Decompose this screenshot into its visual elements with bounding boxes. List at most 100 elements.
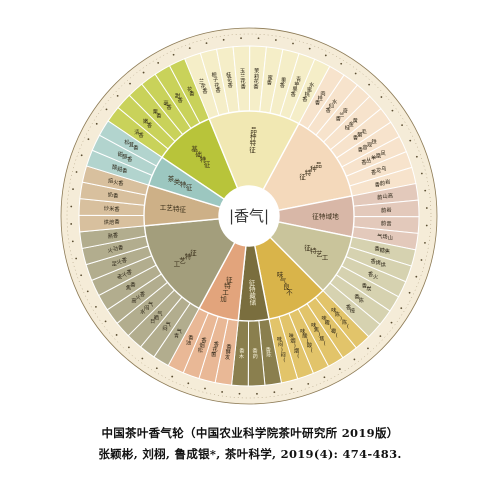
- leaf-label: 日晒气: [150, 309, 162, 325]
- svg-text:香: 香: [214, 340, 219, 348]
- svg-text:(: (: [336, 332, 338, 339]
- svg-text:特: 特: [249, 284, 256, 293]
- leaf-label: 岩韵: [381, 206, 392, 214]
- svg-text:米: 米: [109, 204, 115, 212]
- svg-text:奇: 奇: [343, 106, 348, 114]
- leaf-label: 焦香: [126, 281, 136, 292]
- outer-ring-marker: [274, 39, 277, 41]
- svg-text:霉: 霉: [325, 319, 330, 326]
- outer-ring-marker: [257, 37, 260, 40]
- svg-text:糖: 糖: [380, 246, 385, 254]
- svg-text:焙: 焙: [109, 218, 114, 226]
- leaf-label: 岩韵香: [375, 178, 391, 189]
- svg-text:特: 特: [185, 252, 192, 261]
- outer-ring-marker: [408, 291, 411, 294]
- svg-text:香: 香: [336, 114, 341, 122]
- svg-text:): ): [329, 324, 331, 331]
- leaf-label: 油香: [186, 333, 193, 346]
- svg-text:气: 气: [148, 300, 153, 308]
- svg-text:花: 花: [187, 85, 192, 93]
- leaf-label: 木香: [239, 346, 245, 359]
- svg-text:特: 特: [305, 168, 312, 177]
- svg-text:兰: 兰: [339, 110, 344, 118]
- leaf-label: 栗香: [153, 109, 162, 120]
- svg-text:丛: 丛: [366, 156, 371, 164]
- svg-text:焦: 焦: [319, 335, 324, 343]
- outer-ring-marker: [204, 387, 206, 390]
- leaf-label: 高火香: [131, 290, 145, 304]
- caption-title: 中国茶叶香气轮（中国农业科学院茶叶研究所 2019版）: [101, 426, 399, 440]
- svg-text:高: 高: [388, 191, 393, 199]
- leaf-label: 乌龙香: [371, 164, 386, 176]
- svg-text:香: 香: [371, 257, 376, 265]
- svg-text:功: 功: [113, 245, 118, 253]
- outer-ring-marker: [171, 375, 174, 378]
- svg-text:特: 特: [310, 246, 317, 255]
- svg-text:藏: 藏: [249, 291, 256, 300]
- leaf-label: 炒米香: [104, 204, 120, 212]
- svg-text:香: 香: [368, 270, 373, 278]
- svg-text:艺: 艺: [316, 250, 323, 258]
- outer-ring-marker: [390, 321, 393, 324]
- outer-ring-marker: [424, 189, 427, 192]
- svg-text:): ): [294, 342, 296, 349]
- svg-text:音: 音: [362, 143, 367, 151]
- svg-text:蜜: 蜜: [307, 85, 312, 93]
- svg-text:山: 山: [382, 192, 387, 200]
- svg-text:香: 香: [147, 121, 152, 129]
- svg-text:兰: 兰: [240, 72, 245, 80]
- svg-text:韵: 韵: [380, 179, 385, 187]
- svg-text:良: 良: [283, 282, 290, 291]
- svg-text:焦: 焦: [314, 326, 319, 334]
- svg-text:香: 香: [127, 268, 132, 276]
- leaf-label: 陈香: [354, 293, 363, 304]
- outer-ring-marker: [292, 42, 294, 45]
- svg-text:香: 香: [353, 134, 358, 142]
- svg-text:香: 香: [118, 179, 123, 187]
- leaf-label: 清香: [134, 128, 143, 139]
- svg-text:酵: 酵: [226, 349, 231, 356]
- outer-ring-marker: [354, 72, 357, 75]
- svg-text:茸: 茸: [129, 141, 134, 149]
- leaf-label: 水仙香: [326, 97, 338, 113]
- svg-text:茉: 茉: [254, 67, 259, 75]
- leaf-label: 烘焙香: [104, 218, 120, 226]
- svg-text:火: 火: [373, 274, 378, 280]
- svg-text:菌: 菌: [211, 350, 216, 358]
- svg-text:酸: 酸: [112, 163, 118, 171]
- svg-text:音: 音: [386, 219, 391, 227]
- svg-text:水: 水: [332, 97, 338, 105]
- outer-ring-marker: [188, 47, 191, 50]
- svg-text:地: 地: [332, 212, 339, 221]
- leaf-label: 火功香: [108, 243, 124, 254]
- svg-text:韵: 韵: [381, 219, 386, 227]
- leaf-label: 山场气: [377, 232, 393, 242]
- outer-ring-marker: [71, 240, 74, 243]
- svg-text:香: 香: [133, 143, 138, 151]
- svg-text:烘: 烘: [104, 218, 109, 226]
- svg-text:): ): [281, 346, 283, 353]
- outer-ring-marker: [105, 108, 108, 111]
- svg-text:香: 香: [201, 336, 206, 344]
- svg-text:嫩: 嫩: [143, 117, 149, 125]
- outer-ring-marker: [415, 155, 418, 158]
- outer-ring-marker: [424, 241, 426, 244]
- svg-text:加: 加: [220, 294, 227, 303]
- svg-text:储: 储: [250, 298, 257, 307]
- svg-text:征: 征: [299, 172, 306, 181]
- svg-text:味: 味: [300, 327, 305, 335]
- svg-text:清: 清: [134, 128, 139, 136]
- svg-text:凰: 凰: [376, 152, 382, 159]
- outer-ring-marker: [95, 305, 97, 308]
- leaf-label: 熟香: [108, 231, 118, 240]
- svg-text:): ): [306, 337, 308, 344]
- svg-text:龙: 龙: [376, 166, 381, 174]
- svg-text:药: 药: [253, 352, 258, 360]
- svg-text:松: 松: [124, 138, 129, 146]
- svg-text:水: 水: [140, 307, 146, 315]
- svg-text:玉: 玉: [240, 68, 245, 75]
- svg-text:茶: 茶: [168, 174, 175, 183]
- svg-text:种: 种: [250, 132, 257, 141]
